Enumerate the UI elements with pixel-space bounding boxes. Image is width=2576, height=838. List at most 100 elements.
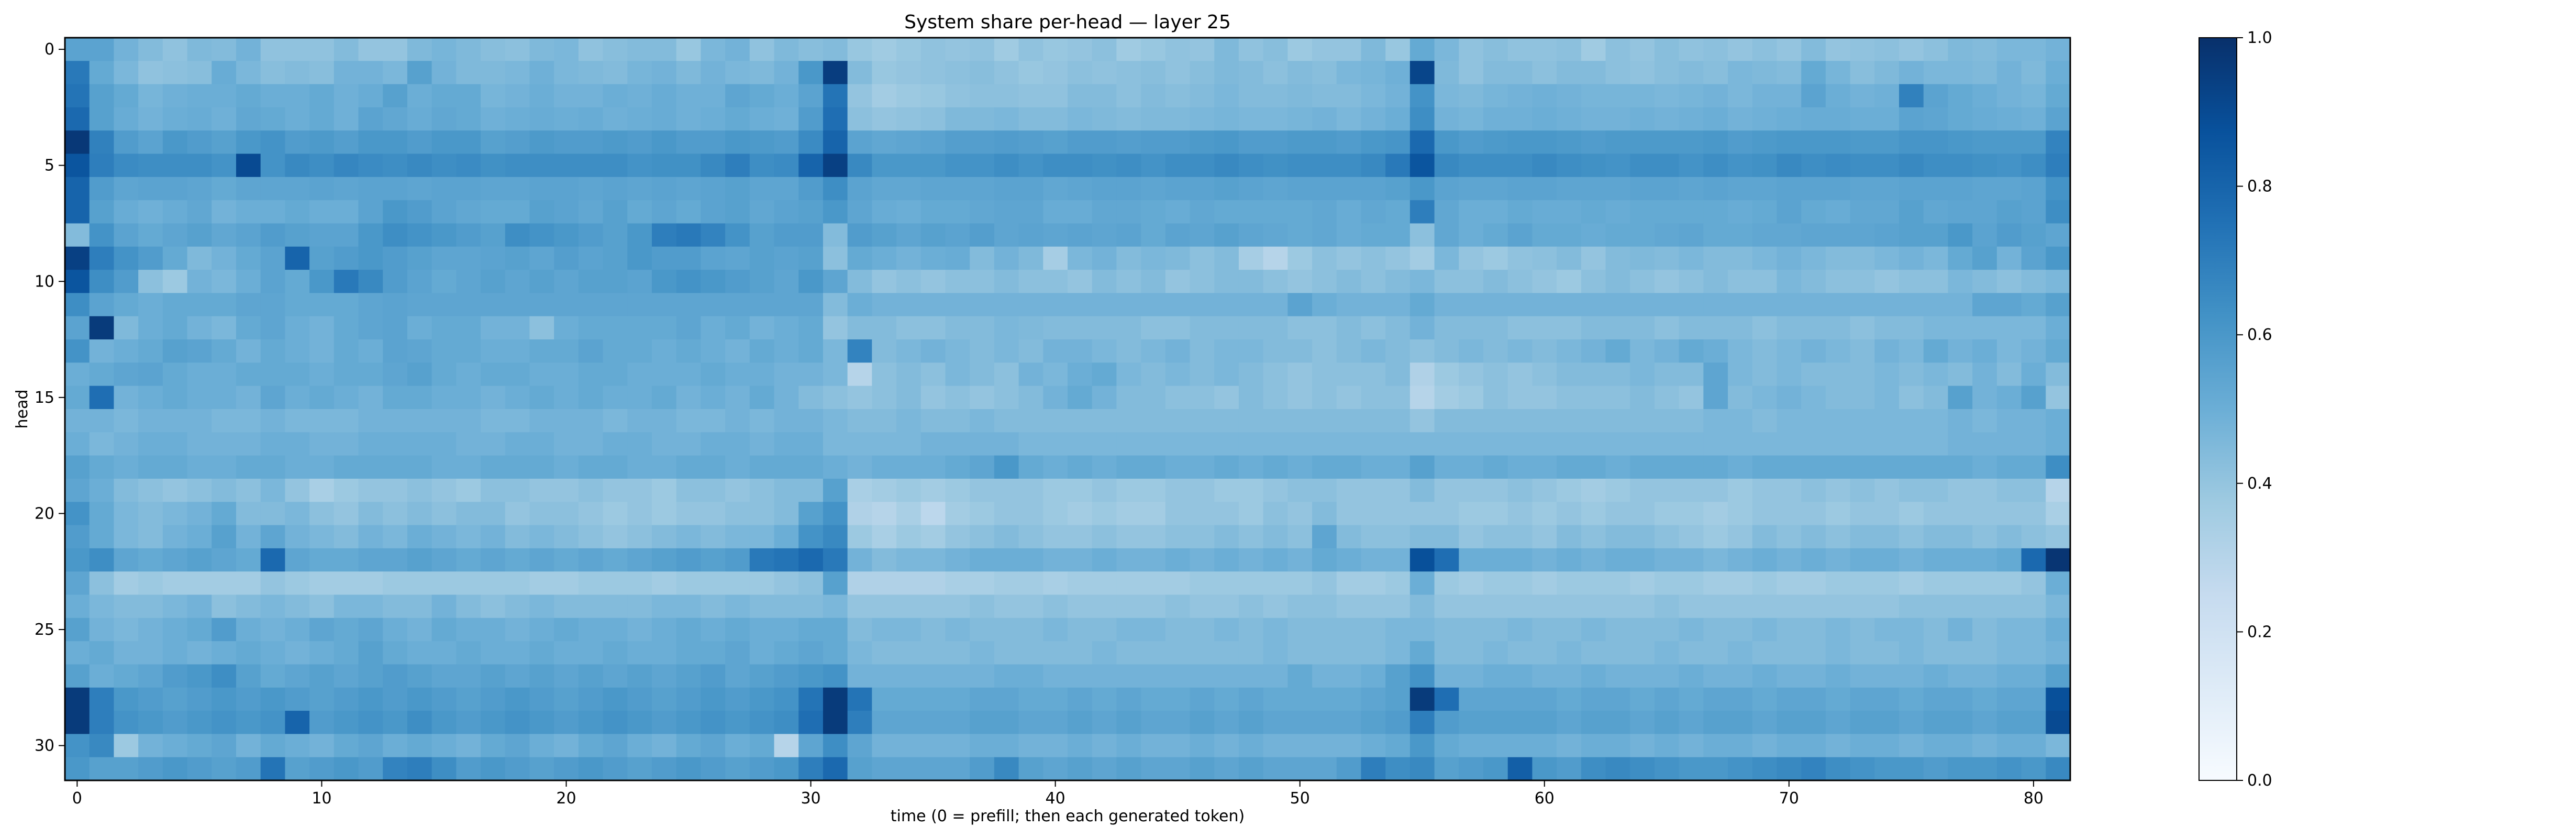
heatmap-cell (554, 711, 579, 734)
heatmap-cell (1996, 153, 2022, 178)
heatmap-cell (970, 38, 995, 61)
heatmap-cell (1801, 618, 1826, 642)
heatmap-cell (162, 362, 188, 387)
heatmap-cell (1776, 339, 1802, 363)
heatmap-cell (920, 153, 946, 178)
heatmap-cell (1581, 177, 1606, 201)
heatmap-cell (1483, 362, 1508, 387)
heatmap-cell (1801, 270, 1826, 294)
heatmap-cell (749, 177, 775, 201)
heatmap-cell (1752, 107, 1778, 131)
heatmap-cell (1825, 293, 1851, 317)
heatmap-cell (1385, 38, 1411, 61)
heatmap-cell (1238, 84, 1264, 108)
heatmap-cell (1948, 316, 1973, 340)
heatmap-cell (1825, 153, 1851, 178)
heatmap-cell (945, 246, 970, 270)
heatmap-cell (554, 223, 579, 247)
heatmap-cell (896, 432, 921, 456)
heatmap-cell (1972, 571, 1997, 596)
heatmap-cell (872, 270, 897, 294)
heatmap-cell (872, 177, 897, 201)
heatmap-cell (872, 153, 897, 178)
heatmap-cell (65, 455, 90, 479)
heatmap-cell (1165, 478, 1191, 502)
heatmap-cell (701, 362, 726, 387)
heatmap-cell (236, 107, 261, 131)
heatmap-cell (1409, 339, 1435, 363)
heatmap-cell (1068, 641, 1093, 665)
heatmap-cell (994, 293, 1019, 317)
heatmap-cell (774, 432, 799, 456)
heatmap-cell (823, 61, 848, 85)
heatmap-cell (1801, 687, 1826, 711)
heatmap-cell (651, 711, 677, 734)
heatmap-cell (309, 223, 335, 247)
heatmap-cell (212, 711, 237, 734)
heatmap-cell (334, 362, 359, 387)
heatmap-cell (823, 84, 848, 108)
y-tick-label: 20 (35, 504, 54, 523)
heatmap-cell (236, 200, 261, 224)
heatmap-cell (1141, 84, 1166, 108)
heatmap-cell (651, 478, 677, 502)
heatmap-cell (431, 270, 457, 294)
heatmap-cell (651, 757, 677, 781)
heatmap-cell (1557, 84, 1582, 108)
heatmap-cell (1605, 687, 1630, 711)
heatmap-cell (1703, 502, 1728, 526)
heatmap-cell (212, 107, 237, 131)
heatmap-cell (554, 409, 579, 433)
heatmap-cell (1459, 711, 1484, 734)
heatmap-cell (1850, 548, 1875, 572)
heatmap-cell (1948, 246, 1973, 270)
heatmap-cell (1948, 502, 1973, 526)
heatmap-cell (1116, 734, 1141, 758)
heatmap-cell (89, 223, 115, 247)
heatmap-cell (138, 38, 163, 61)
heatmap-cell (1654, 61, 1680, 85)
heatmap-cell (260, 316, 285, 340)
heatmap-cell (627, 478, 652, 502)
heatmap-cell (1165, 641, 1191, 665)
heatmap-cell (1238, 316, 1264, 340)
heatmap-cell (1630, 38, 1655, 61)
heatmap-cell (236, 548, 261, 572)
heatmap-cell (65, 246, 90, 270)
heatmap-cell (1899, 641, 1924, 665)
heatmap-cell (1190, 362, 1215, 387)
heatmap-cell (1972, 757, 1997, 781)
heatmap-cell (1654, 478, 1680, 502)
heatmap-cell (1287, 293, 1313, 317)
heatmap-cell (1434, 270, 1459, 294)
heatmap-cell (187, 84, 212, 108)
heatmap-cell (896, 200, 921, 224)
heatmap-cell (1068, 664, 1093, 688)
heatmap-cell (1092, 502, 1117, 526)
heatmap-cell (1972, 107, 1997, 131)
heatmap-cell (89, 153, 115, 178)
heatmap-cell (1238, 525, 1264, 549)
heatmap-cell (1752, 200, 1778, 224)
heatmap-cell (1801, 339, 1826, 363)
heatmap-cell (1679, 711, 1704, 734)
heatmap-cell (1385, 84, 1411, 108)
heatmap-cell (603, 316, 628, 340)
heatmap-cell (872, 571, 897, 596)
heatmap-cell (1703, 270, 1728, 294)
heatmap-cell (1605, 525, 1630, 549)
heatmap-cell (1116, 130, 1141, 155)
heatmap-cell (1825, 618, 1851, 642)
heatmap-cell (1630, 502, 1655, 526)
heatmap-cell (1703, 571, 1728, 596)
heatmap-cell (554, 502, 579, 526)
heatmap-cell (1018, 455, 1043, 479)
heatmap-cell (920, 478, 946, 502)
heatmap-cell (1850, 362, 1875, 387)
heatmap-cell (1434, 478, 1459, 502)
heatmap-cell (1092, 316, 1117, 340)
heatmap-cell (1776, 711, 1802, 734)
heatmap-cell (162, 432, 188, 456)
heatmap-cell (1068, 409, 1093, 433)
heatmap-cell (114, 316, 139, 340)
